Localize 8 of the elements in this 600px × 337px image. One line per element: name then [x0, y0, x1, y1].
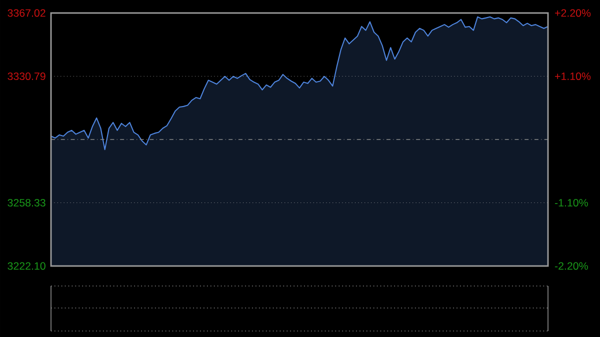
y-tick-label: 3330.79 — [8, 72, 46, 80]
y2-tick-label: +2.20% — [555, 9, 591, 17]
y2-tick-label: -2.20% — [554, 262, 588, 270]
y2-tick-label: +1.10% — [555, 72, 591, 80]
y-tick-label: 3367.02 — [8, 9, 46, 17]
y-tick-label: 3222.10 — [8, 262, 46, 270]
y-tick-label: 3258.33 — [8, 198, 46, 207]
y2-tick-label: -1.10% — [554, 198, 588, 207]
